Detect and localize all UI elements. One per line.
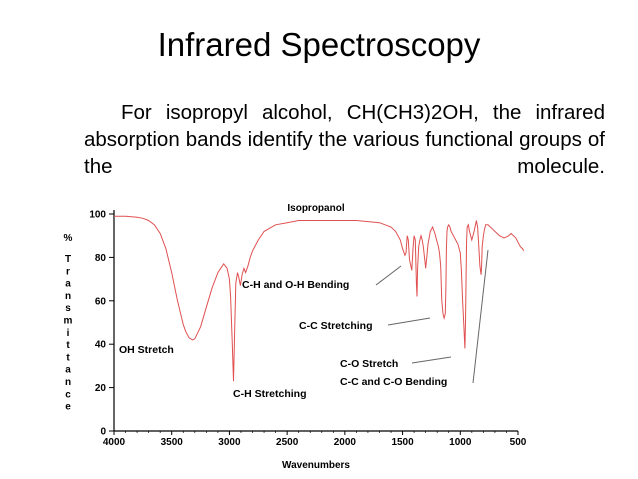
x-tick-label: 1000 — [449, 437, 472, 448]
annotation-leader-line — [375, 265, 402, 286]
annotation-label: C-C and C-O Bending — [340, 376, 447, 388]
y-axis-label-letter: r — [66, 266, 70, 277]
y-axis-label-letter: s — [65, 303, 71, 314]
annotation-label: OH Stretch — [119, 344, 174, 356]
y-axis-label-letter: c — [65, 389, 71, 400]
x-tick-label: 3500 — [161, 437, 184, 448]
slide-body-paragraph: For isopropyl alcohol, CH(CH3)2OH, the i… — [84, 101, 605, 178]
y-tick-label: 100 — [89, 210, 106, 221]
y-axis-label-letter: a — [65, 279, 71, 290]
y-tick-label: 0 — [100, 427, 106, 438]
y-tick-label: 20 — [95, 383, 107, 394]
x-axis-label: Wavenumbers — [282, 460, 350, 471]
chart-annotations: OH Stretch C-H Stretching C-H and O-H Bend… — [119, 249, 489, 400]
slide-body-text: For isopropyl alcohol, CH(CH3)2OH, the i… — [84, 99, 605, 180]
annotation-label: C-H and O-H Bending — [242, 279, 349, 291]
chart-ticks: 0 20 40 60 80 100 4000 3500 3000 2500 2000 1500 1000… — [89, 210, 526, 449]
spectrum-line — [114, 215, 525, 382]
y-axis-label-letter: a — [65, 365, 71, 376]
y-axis-label-letter: i — [67, 328, 70, 339]
annotation-label: C-O Stretch — [340, 358, 398, 370]
y-tick-label: 40 — [95, 340, 107, 351]
y-axis-label-letter: e — [65, 402, 71, 413]
x-tick-label: 1500 — [391, 437, 414, 448]
y-axis-unit: % — [64, 233, 73, 244]
chart-axes — [113, 210, 518, 432]
annotation-leader-line — [472, 249, 489, 384]
x-tick-label: 3000 — [218, 437, 241, 448]
slide-title: Infrared Spectroscopy — [157, 26, 481, 63]
y-axis-label-letter: T — [65, 254, 71, 265]
annotation-leader-line — [411, 356, 452, 364]
y-tick-label: 60 — [95, 296, 107, 307]
y-axis-label-letter: n — [65, 377, 71, 388]
y-axis-label-letter: t — [66, 340, 70, 351]
y-axis-label-letter: m — [64, 316, 73, 327]
y-axis-label-letter: n — [65, 291, 71, 302]
y-axis-label-letter: t — [66, 352, 70, 363]
x-tick-label: 2000 — [334, 437, 357, 448]
chart-title: Isopropanol — [287, 203, 344, 214]
annotation-label: C-C Stretching — [299, 320, 373, 332]
x-tick-label: 2500 — [276, 437, 299, 448]
annotation-leader-line — [387, 317, 431, 326]
annotation-label: C-H Stretching — [233, 388, 307, 400]
y-tick-label: 80 — [95, 253, 107, 264]
x-tick-label: 4000 — [103, 437, 126, 448]
x-tick-label: 500 — [510, 437, 527, 448]
